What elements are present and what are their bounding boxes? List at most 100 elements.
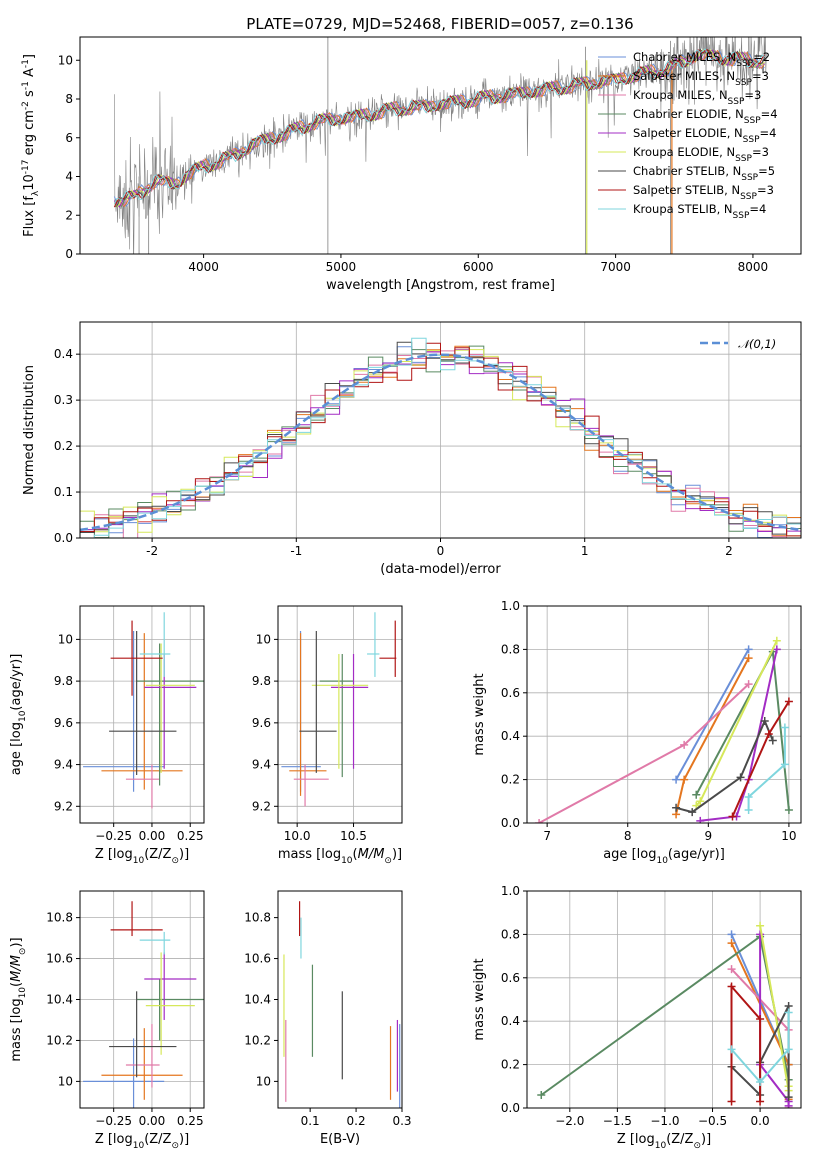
y-tick-label: 0.3 [54, 393, 73, 407]
mass_vs_Z-plot-marks [83, 901, 204, 1108]
y-tick-label: 10 [58, 1074, 73, 1088]
weight-point-marker [727, 939, 736, 948]
legend-label: Chabrier MILES, NSSP=2 [633, 50, 770, 69]
x-axis-label: (data-model)/error [380, 562, 501, 577]
histogram-step-line [80, 337, 801, 538]
y-tick-label: 8 [65, 92, 73, 106]
x-tick-label: 0.0 [751, 1114, 770, 1128]
x-tick-label: 10.0 [284, 829, 311, 843]
residuals-plot-marks [80, 337, 801, 538]
y-tick-label: 10 [58, 53, 73, 67]
y-tick-label: 9.2 [252, 799, 271, 813]
x-axis-label: mass [log10(M/M⊙)] [278, 847, 402, 866]
x-tick-label: 1 [581, 544, 589, 558]
weight-point-marker [727, 965, 736, 974]
x-tick-label: 4000 [188, 260, 219, 274]
weight-point-marker [756, 930, 765, 939]
weight-point-marker [784, 1045, 793, 1054]
y-tick-label: 9.4 [54, 758, 73, 772]
y-axis-label: age [log10(age/yr)] [9, 654, 28, 776]
residuals-legend: 𝒩(0,1) [700, 337, 776, 351]
mass_vs_EBV-plot: 0.1 0.2 0.3 10 10.2 10.4 10.6 10.8 E(B-V) [244, 890, 412, 1147]
y-tick-label: 0.0 [501, 1101, 520, 1115]
weight-point-marker [772, 645, 781, 654]
x-tick-label: 5000 [326, 260, 357, 274]
weight-point-marker [727, 1045, 736, 1054]
weight-point-marker [744, 654, 753, 663]
weight-point-marker [736, 773, 745, 782]
age_vs_Z-plot: −0.25 0.00 0.25 9.2 9.4 9.6 9.8 10 Z [log10(Z/Z⊙… [9, 605, 205, 866]
x-tick-label: 9 [705, 829, 713, 843]
legend-label: Salpeter MILES, NSSP=3 [633, 69, 769, 88]
age_vs_mass-plot-marks [281, 612, 397, 807]
y-tick-label: 0 [65, 247, 73, 261]
y-tick-label: 10.8 [46, 911, 73, 925]
legend-label: Kroupa ELODIE, NSSP=3 [633, 145, 769, 164]
y-tick-label: 9.2 [54, 799, 73, 813]
y-axis-label: Flux [fλ10-17 erg cm-2 s-1 A-1] [21, 54, 41, 237]
weight-point-marker [537, 1090, 546, 1099]
weight-point-marker [680, 740, 689, 749]
weight_vs_age-plot: 7 8 9 10 0.0 0.2 0.4 0.6 0.8 1.0 age [log10(age/yr… [472, 599, 802, 866]
axes-frame [526, 890, 802, 1109]
x-axis-label: Z [log10(Z/Z⊙)] [95, 1132, 189, 1151]
weight-point-marker [727, 1097, 736, 1106]
x-tick-label: -2 [146, 544, 158, 558]
x-tick-label: 8 [624, 829, 632, 843]
y-tick-label: 0.6 [501, 971, 520, 985]
x-tick-label: −2.0 [555, 1114, 584, 1128]
weight-point-marker [784, 805, 793, 814]
weight_vs_Z-plot: −2.0 −1.5 −1.0 −0.5 0.0 0.0 0.2 0.4 0.6 0.8 1.0 Z [… [472, 884, 802, 1151]
x-tick-label: 10.5 [340, 829, 367, 843]
x-tick-label: −1.0 [650, 1114, 679, 1128]
figure-title: PLATE=0729, MJD=52468, FIBERID=0057, z=0… [246, 15, 633, 33]
weight-point-marker [692, 790, 701, 799]
y-tick-label: 0.8 [501, 642, 520, 656]
x-tick-label: 0.1 [301, 1114, 320, 1128]
weight-point-marker [744, 680, 753, 689]
x-axis-label: E(B-V) [320, 1132, 360, 1147]
weight-point-marker [756, 1015, 765, 1024]
x-tick-label: 0.00 [139, 829, 166, 843]
y-tick-label: 0.8 [501, 927, 520, 941]
y-tick-label: 0.2 [501, 1058, 520, 1072]
weight-point-marker [535, 819, 544, 823]
x-tick-label: 0.2 [347, 1114, 366, 1128]
weight-point-marker [756, 1097, 765, 1106]
weight_vs_age-plot-marks [535, 636, 793, 823]
axes-frame [79, 605, 205, 824]
residuals-plot: -2 -1 0 1 2 0.0 0.1 0.2 0.3 0.4 (data-model)/error… [22, 321, 802, 577]
legend-label: Kroupa STELIB, NSSP=4 [633, 202, 766, 221]
weight_vs_Z-plot-marks [537, 921, 793, 1108]
weight-point-marker [728, 812, 737, 821]
x-tick-label: 0.3 [392, 1114, 411, 1128]
weight-series-line [675, 648, 750, 781]
y-tick-label: 4 [65, 170, 73, 184]
y-tick-label: 10.4 [244, 993, 271, 1007]
x-tick-label: 0.00 [139, 1114, 166, 1128]
legend-label: Salpeter ELODIE, NSSP=4 [633, 126, 776, 145]
weight-point-marker [764, 730, 773, 739]
y-tick-label: 9.8 [252, 674, 271, 688]
spectrum-plot-marks [113, 37, 767, 254]
y-tick-label: 0.4 [501, 729, 520, 743]
weight-point-marker [672, 803, 681, 812]
y-tick-label: 9.8 [54, 674, 73, 688]
age_vs_Z-plot-marks [83, 612, 204, 809]
model-fit-line [113, 48, 765, 205]
x-axis-label: Z [log10(Z/Z⊙)] [95, 847, 189, 866]
weight-point-marker [744, 645, 753, 654]
y-tick-label: 9.6 [54, 716, 73, 730]
x-tick-label: −1.5 [603, 1114, 632, 1128]
weight-point-marker [744, 805, 753, 814]
weight-point-marker [756, 921, 765, 930]
normal-reference-curve [80, 353, 801, 532]
y-tick-label: 10.2 [46, 1033, 73, 1047]
weight-point-marker [744, 792, 753, 801]
weight-point-marker [784, 1093, 793, 1102]
y-tick-label: 0.0 [501, 816, 520, 830]
weight-point-marker [780, 760, 789, 769]
y-tick-label: 1.0 [501, 884, 520, 898]
